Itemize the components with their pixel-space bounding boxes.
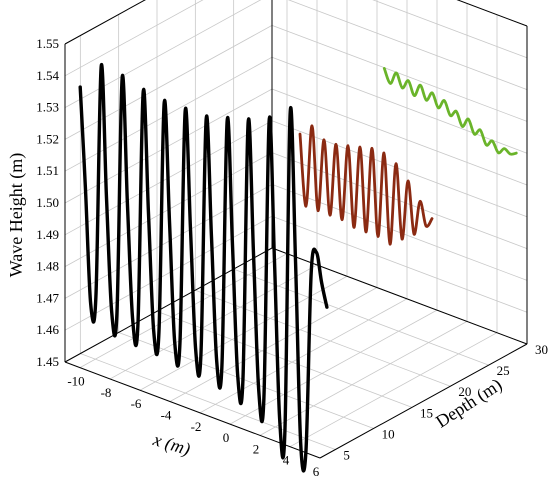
grid-line <box>456 0 528 27</box>
grid-line <box>372 0 528 59</box>
x-tick-label: -4 <box>161 408 172 423</box>
wave-tick-label: 1.51 <box>36 163 59 178</box>
grid-line <box>64 0 262 108</box>
axis-edge <box>64 0 146 45</box>
x-tick-label: 4 <box>283 453 290 468</box>
wave-tick-label: 1.49 <box>36 227 59 242</box>
axes-box <box>64 0 528 459</box>
grid-line <box>64 215 273 331</box>
grid-line <box>118 332 374 429</box>
grid-line <box>271 184 528 281</box>
grid-line <box>199 298 408 414</box>
x-tick-label: -10 <box>67 374 84 389</box>
series-line-3 <box>382 67 518 156</box>
grid-line <box>195 289 451 387</box>
wave-tick-label: 1.45 <box>36 354 59 369</box>
grid-line <box>156 310 413 408</box>
grid-line <box>259 321 468 436</box>
grid-line <box>287 0 528 90</box>
x-tick-label: 0 <box>223 430 230 445</box>
depth-tick-label: 10 <box>382 426 395 441</box>
grid-line <box>79 253 288 368</box>
grid-line <box>271 215 528 313</box>
grid-line <box>80 353 336 450</box>
x-tick-label: 6 <box>313 464 320 477</box>
depth-tick-label: 5 <box>343 448 350 463</box>
depth-tick-label: 30 <box>535 342 548 357</box>
grid-line <box>289 332 498 448</box>
series-line-1 <box>78 62 329 473</box>
depth-tick-label: 25 <box>497 363 510 378</box>
x-tick-label: -8 <box>101 385 112 400</box>
wave-tick-label: 1.53 <box>36 100 59 115</box>
x-tick-label: -6 <box>131 396 142 411</box>
wave-tick-label: 1.47 <box>36 290 59 305</box>
grid-line <box>64 184 273 299</box>
wave-tick-label: 1.46 <box>36 322 59 337</box>
wave-tick-label: 1.52 <box>36 131 59 146</box>
depth-tick-label: 20 <box>458 384 471 399</box>
x-tick-label: 2 <box>253 441 260 456</box>
series-group <box>78 62 518 473</box>
x-axis-label: x (m) <box>150 429 193 460</box>
axis-edge <box>456 0 528 27</box>
grid-line <box>64 0 146 45</box>
series-line-2 <box>298 124 434 246</box>
grid-line <box>64 0 204 77</box>
depth-axis-label: Depth (m) <box>432 374 506 432</box>
grid-line <box>271 25 528 122</box>
wave-tick-label: 1.48 <box>36 259 59 274</box>
axis-edge <box>64 361 321 459</box>
axis-edge <box>64 247 273 363</box>
wave-tick-label: 1.50 <box>36 195 59 210</box>
grid-line <box>169 287 378 402</box>
depth-tick-label: 15 <box>420 405 433 420</box>
grid-line <box>64 25 273 140</box>
wave-tick-label: 1.54 <box>36 68 59 83</box>
y-axis-label: Wave Height (m) <box>6 153 27 278</box>
x-tick-label: -2 <box>191 419 202 434</box>
grid-line <box>271 88 528 186</box>
tick-labels: 1.45 1.46 1.47 1.48 1.49 1.50 1.51 1.52 1.53 1.54… <box>36 36 548 477</box>
axis-edge <box>319 343 528 459</box>
wave-tick-label: 1.55 <box>36 36 59 51</box>
axis-edge <box>271 247 528 345</box>
